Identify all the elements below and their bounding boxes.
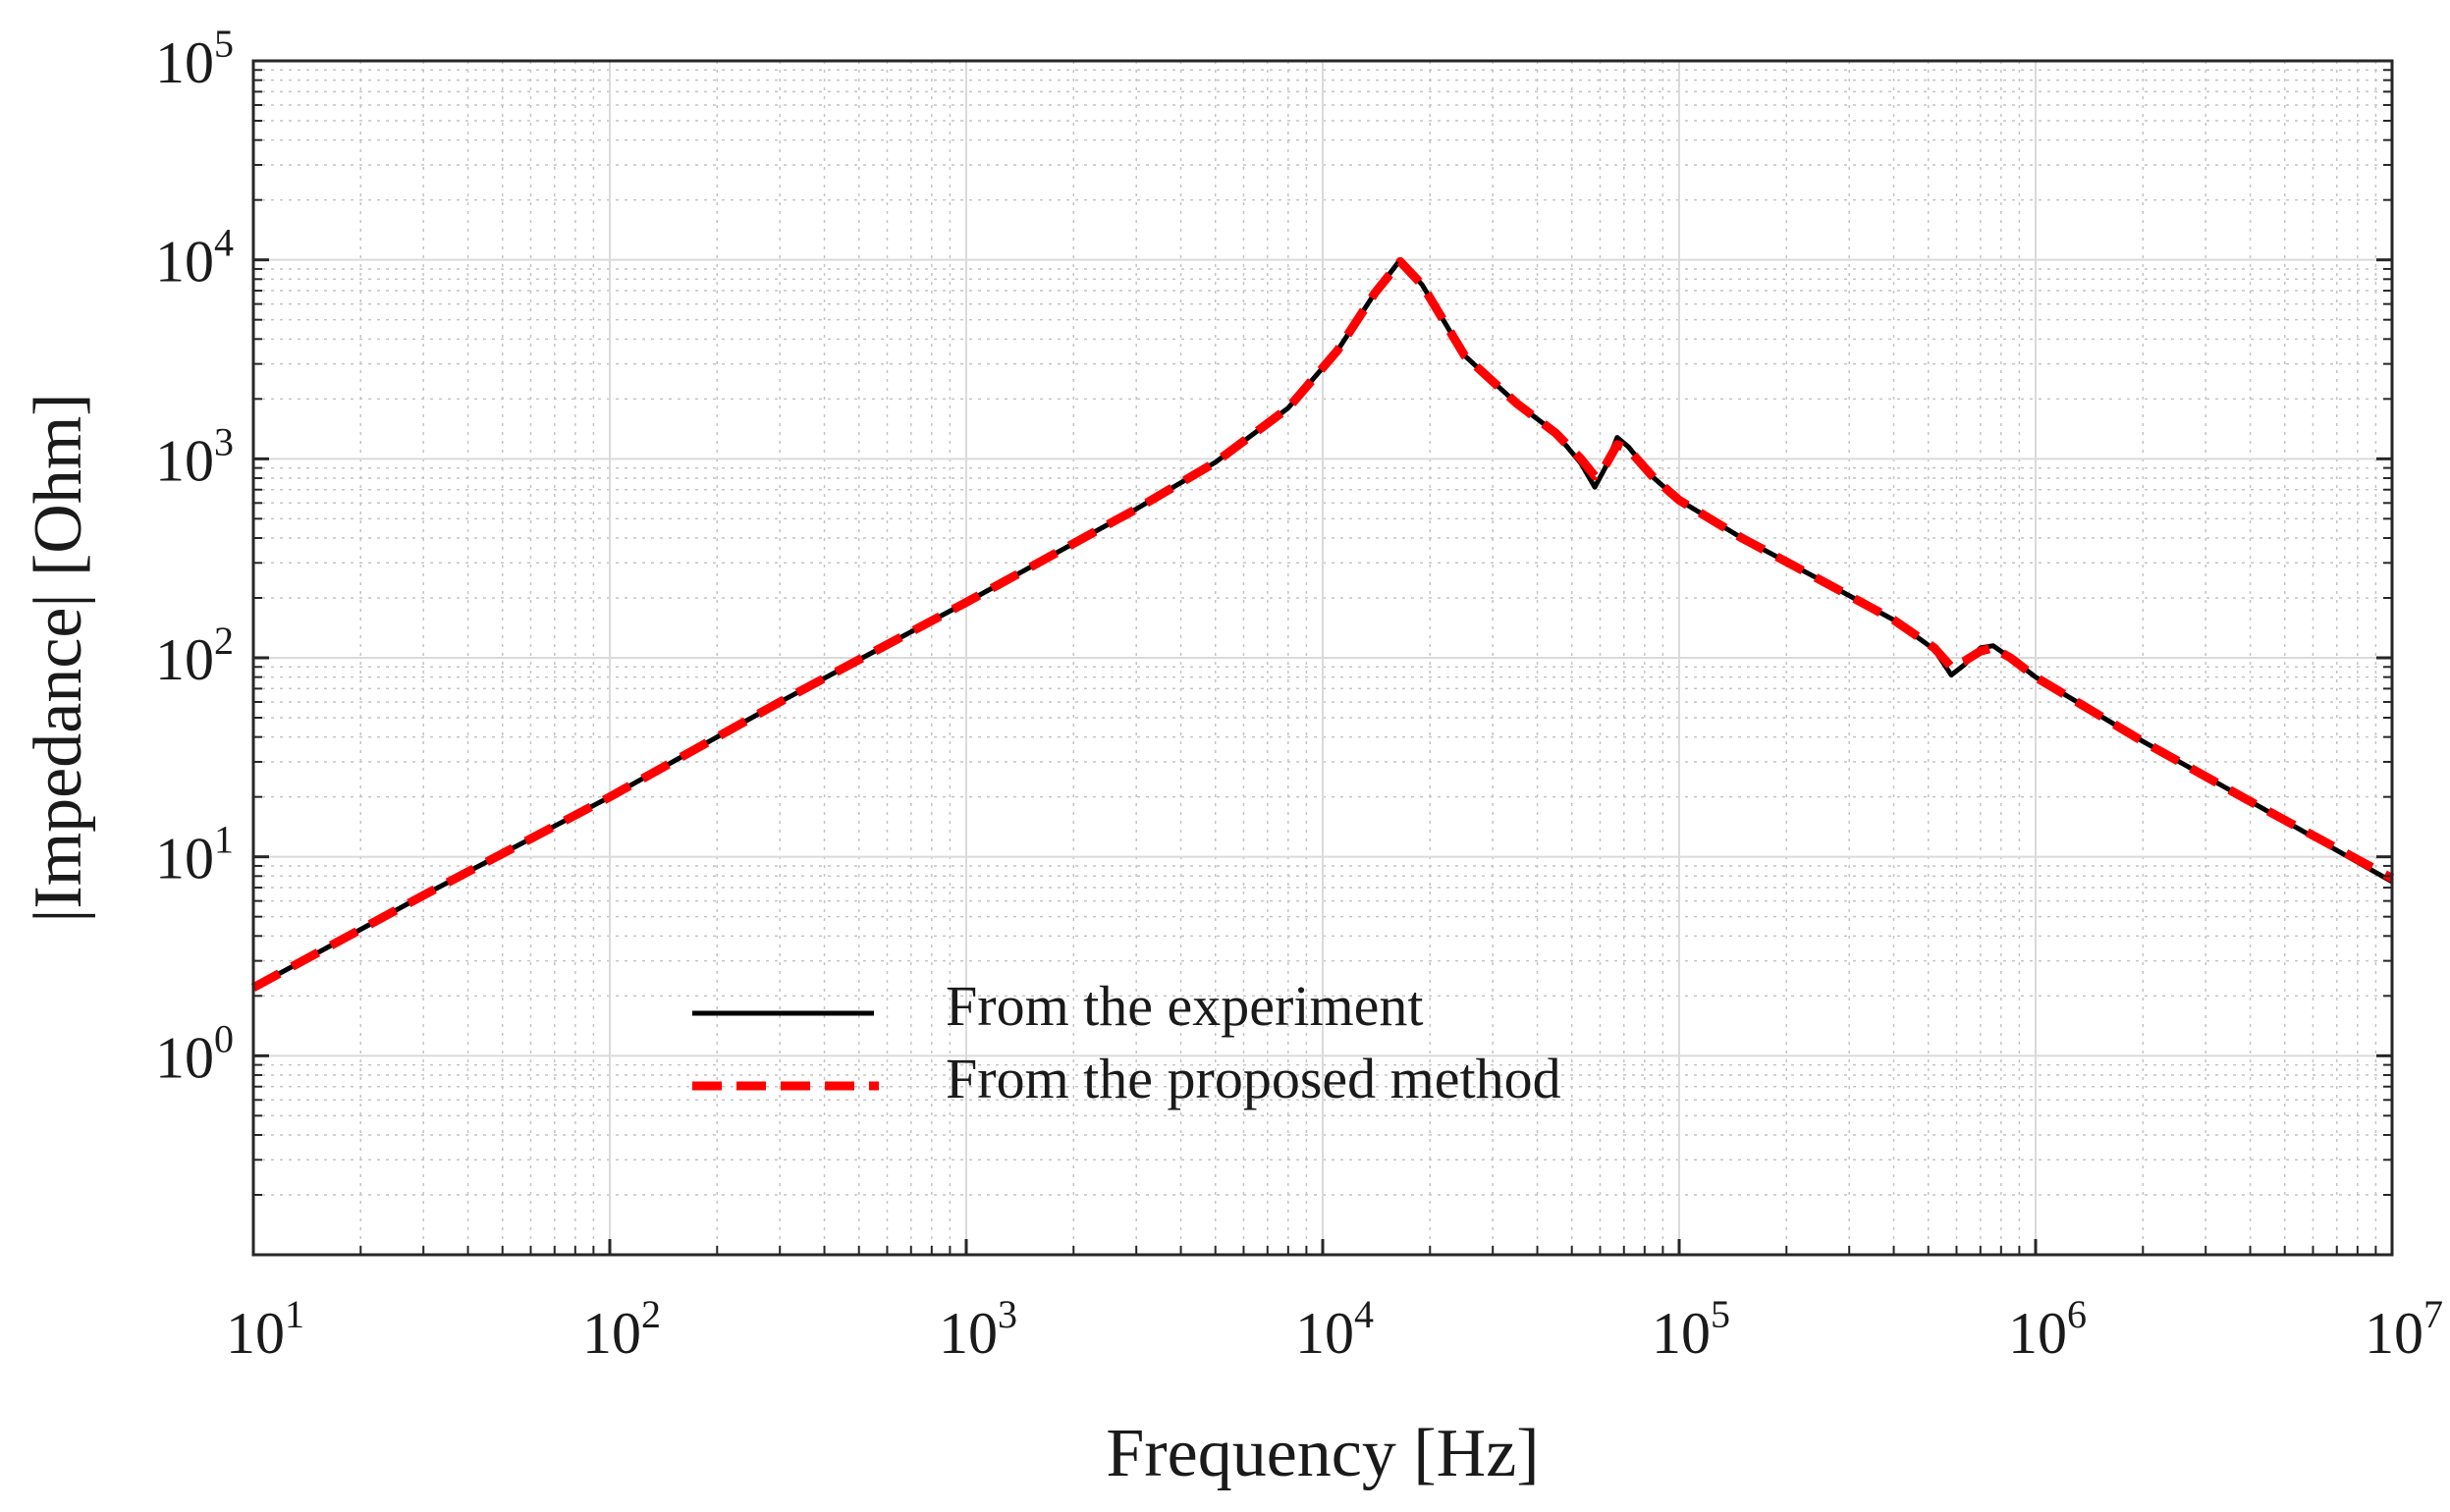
legend-label-proposed-method: From the proposed method <box>946 1047 1561 1110</box>
y-tick-label: 100 <box>155 1016 234 1090</box>
x-tick-label: 101 <box>226 1292 304 1366</box>
y-tick-label: 105 <box>155 22 234 95</box>
y-tick-label: 103 <box>155 419 234 493</box>
x-tick-label: 102 <box>582 1292 661 1366</box>
major-grid <box>253 61 2392 1255</box>
y-tick-label: 101 <box>155 818 234 891</box>
y-tick-labels: 100 101 102 103 104 105 <box>155 22 234 1090</box>
y-axis-label: |Impedance| [Ohm] <box>21 393 96 922</box>
legend-label-experiment: From the experiment <box>946 974 1423 1038</box>
legend: From the experiment From the proposed me… <box>692 974 1561 1110</box>
y-tick-label: 102 <box>155 619 234 692</box>
y-tick-label: 104 <box>155 221 234 295</box>
x-axis-label: Frequency [Hz] <box>1106 1416 1539 1491</box>
x-tick-label: 104 <box>1295 1292 1374 1366</box>
x-tick-label: 103 <box>939 1292 1017 1366</box>
series-line-proposed-method <box>250 256 2395 992</box>
ticks <box>251 69 2392 1255</box>
series-layer <box>250 256 2395 992</box>
x-tick-labels: 101 102 103 104 105 106 107 <box>226 1292 2443 1366</box>
x-tick-label: 106 <box>2008 1292 2087 1366</box>
x-tick-label: 105 <box>1652 1292 1730 1366</box>
x-tick-label: 107 <box>2365 1292 2443 1366</box>
